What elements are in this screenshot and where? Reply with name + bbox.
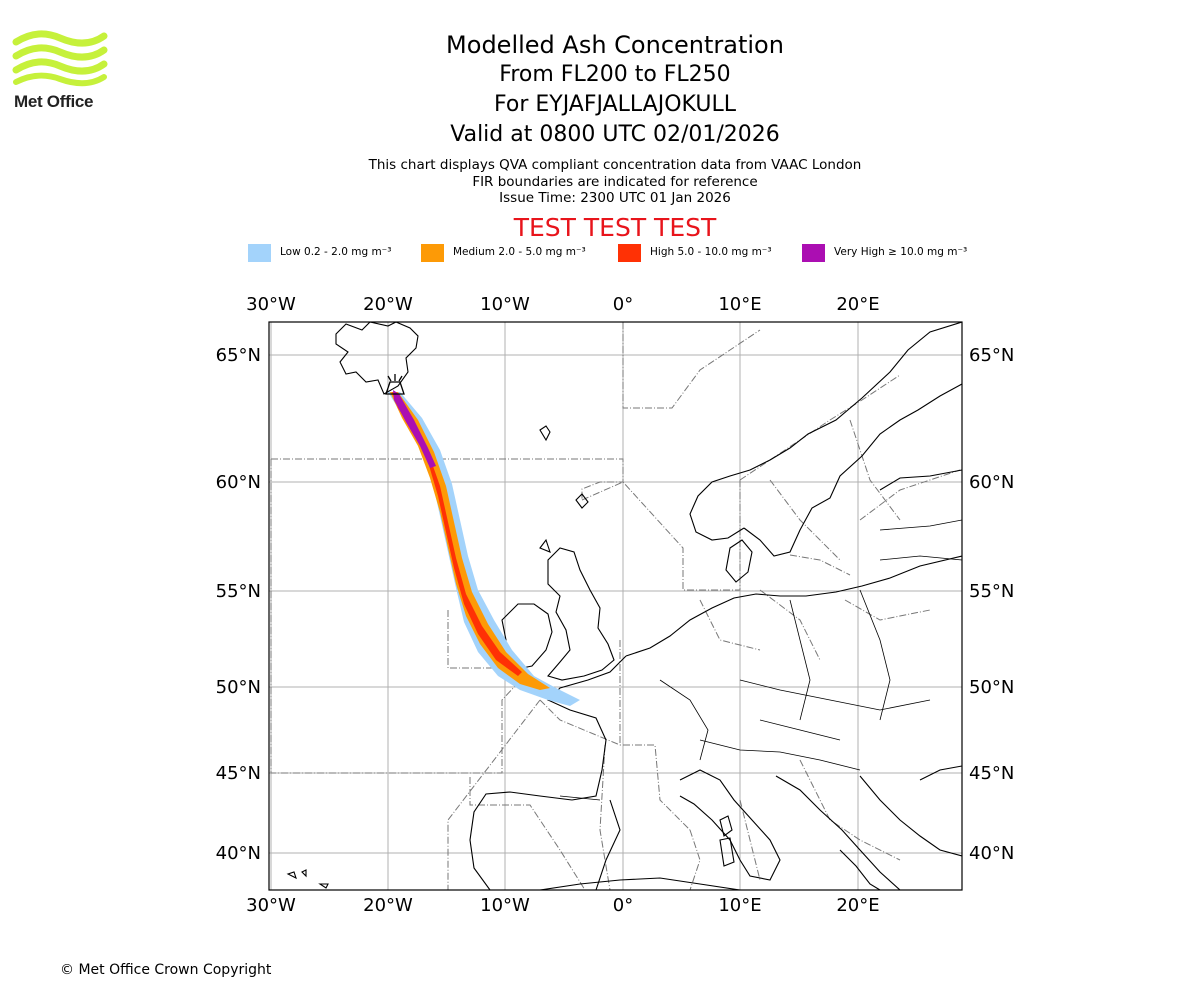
border-pyrenees <box>559 795 601 801</box>
border-alps <box>699 739 861 771</box>
coast-iberia-east <box>595 799 621 890</box>
chart-title: Modelled Ash Concentration <box>446 31 784 59</box>
lon-label-bottom: 20°E <box>836 895 879 916</box>
border-central <box>739 679 931 741</box>
fir-boundaries <box>270 322 961 890</box>
lat-label-left: 60°N <box>216 472 261 493</box>
lon-label-top: 10°W <box>480 294 530 315</box>
lat-label-left: 50°N <box>216 677 261 698</box>
lat-label-left: 45°N <box>216 763 261 784</box>
lon-label-bottom: 0° <box>613 895 633 916</box>
coast-great-britain <box>547 547 615 681</box>
fir-shanwick <box>270 458 624 774</box>
lat-label-left: 65°N <box>216 345 261 366</box>
lon-label-top: 30°W <box>246 294 296 315</box>
coast-greece <box>839 849 881 890</box>
met-office-logo <box>12 30 108 87</box>
fir-mediterranean <box>599 744 901 890</box>
legend-swatch-medium <box>421 244 444 262</box>
coast-sweden-finland <box>743 383 962 557</box>
fir-iberia <box>469 777 586 890</box>
lon-label-top: 0° <box>613 294 633 315</box>
lat-label-right: 40°N <box>969 843 1014 864</box>
coast-adriatic-balkans <box>775 775 962 890</box>
coast-norway <box>689 322 962 541</box>
border-france-germany <box>659 679 709 761</box>
test-banner: TEST TEST TEST <box>513 213 717 242</box>
coast-iberia <box>469 791 573 890</box>
lon-label-top: 20°E <box>836 294 879 315</box>
coast-italy <box>679 769 781 881</box>
legend-swatch-low <box>248 244 271 262</box>
lon-label-top: 20°W <box>363 294 413 315</box>
coast-north-africa <box>539 877 741 890</box>
lat-label-right: 65°N <box>969 345 1014 366</box>
lat-label-left: 55°N <box>216 581 261 602</box>
lat-label-right: 60°N <box>969 472 1014 493</box>
legend-swatch-high <box>618 244 641 262</box>
coast-black-sea <box>919 765 962 781</box>
coastlines <box>286 322 962 890</box>
copyright-notice: © Met Office Crown Copyright <box>60 962 272 978</box>
lon-label-bottom: 30°W <box>246 895 296 916</box>
fir-shannon <box>447 610 502 669</box>
volcano-name: For EYJAFJALLAJOKULL <box>494 92 736 117</box>
axis-labels: 30°W 20°W 10°W 0° 10°E 20°E 30°W 20°W 10… <box>216 294 1015 916</box>
fir-baltic <box>769 419 901 561</box>
lat-label-left: 40°N <box>216 843 261 864</box>
fir-central-europe <box>699 469 961 661</box>
border-germany-poland <box>789 599 811 721</box>
issue-time: Issue Time: 2300 UTC 01 Jan 2026 <box>499 190 731 206</box>
met-office-wordmark: Met Office <box>14 92 94 111</box>
plume-medium <box>390 392 550 690</box>
legend-label-medium: Medium 2.0 - 5.0 mg m⁻³ <box>453 246 586 258</box>
logo-waves <box>12 30 108 87</box>
info-line-2: FIR boundaries are indicated for referen… <box>472 173 758 190</box>
lat-label-right: 45°N <box>969 763 1014 784</box>
lon-label-bottom: 20°W <box>363 895 413 916</box>
coast-corsica-sardinia <box>719 815 735 867</box>
volcano-icon <box>385 374 405 395</box>
fir-london-scottish <box>581 480 741 591</box>
legend-label-low: Low 0.2 - 2.0 mg m⁻³ <box>280 246 392 258</box>
legend-swatch-very-high <box>802 244 825 262</box>
gridlines <box>269 322 962 890</box>
map-frame <box>268 321 963 891</box>
chart-info: This chart displays QVA compliant concen… <box>315 157 915 207</box>
valid-time: Valid at 0800 UTC 02/01/2026 <box>450 122 780 147</box>
chart-title-block: Modelled Ash Concentration From FL200 to… <box>315 30 915 150</box>
fir-norway <box>622 322 901 481</box>
ash-plume <box>388 390 580 706</box>
lon-label-bottom: 10°E <box>718 895 761 916</box>
info-line-1: This chart displays QVA compliant concen… <box>368 157 862 173</box>
coast-scotland-islands <box>539 493 589 553</box>
country-borders <box>559 519 962 801</box>
coast-france-west <box>547 655 627 801</box>
coast-azores <box>286 869 329 889</box>
legend-label-high: High 5.0 - 10.0 mg m⁻³ <box>650 246 772 258</box>
flight-levels: From FL200 to FL250 <box>499 62 731 87</box>
lat-label-right: 50°N <box>969 677 1014 698</box>
coast-continent-north <box>625 555 962 657</box>
coast-faroes <box>539 425 551 442</box>
border-poland-east <box>859 589 891 721</box>
lon-label-bottom: 10°W <box>480 895 530 916</box>
lat-label-right: 55°N <box>969 581 1014 602</box>
coast-finland-gulf <box>879 469 962 491</box>
lon-label-top: 10°E <box>718 294 761 315</box>
legend-label-very-high: Very High ≥ 10.0 mg m⁻³ <box>834 246 968 258</box>
border-baltic-states <box>879 519 962 561</box>
plume-very-high <box>393 390 436 468</box>
coast-denmark <box>725 539 753 583</box>
coast-iceland <box>335 322 419 395</box>
fir-france <box>447 640 691 890</box>
